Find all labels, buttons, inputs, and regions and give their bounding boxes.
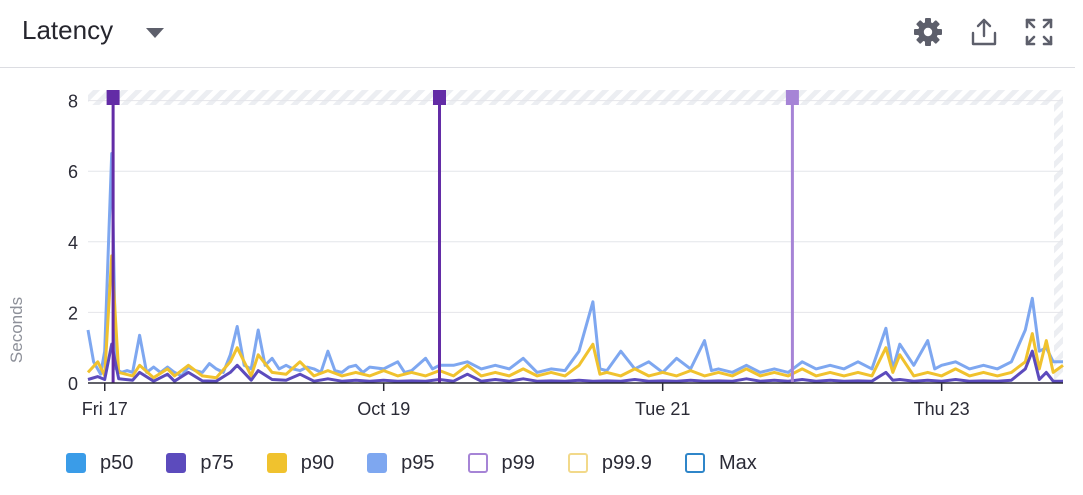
y-tick-label: 8 (68, 92, 78, 112)
legend-swatch (367, 453, 388, 473)
gear-icon[interactable] (912, 16, 944, 48)
legend-item-p50[interactable]: p50 (66, 452, 133, 475)
x-tick-label: Oct 19 (357, 399, 410, 419)
fullscreen-icon[interactable] (1023, 16, 1055, 48)
x-tick-label: Tue 21 (635, 399, 690, 419)
incomplete-data-band (1054, 105, 1063, 383)
legend-label: p50 (100, 451, 134, 474)
legend-item-p90[interactable]: p90 (266, 451, 335, 475)
share-icon[interactable] (968, 16, 1000, 48)
legend-swatch (467, 453, 488, 473)
legend-item-p99-9[interactable]: p99.9 (567, 451, 652, 475)
legend-label: Max (718, 451, 757, 474)
legend-swatch (166, 453, 187, 473)
widget-header: Latency (0, 0, 1075, 68)
event-marker[interactable] (433, 90, 447, 105)
series-line-p95 (86, 152, 1063, 378)
y-tick-label: 0 (68, 374, 78, 394)
legend-item-p75[interactable]: p75 (166, 451, 234, 475)
legend-item-p95[interactable]: p95 (367, 451, 435, 475)
x-tick-label: Fri 17 (82, 399, 128, 419)
legend-label: p95 (401, 451, 435, 474)
legend-swatch (66, 453, 86, 473)
legend-label: p90 (300, 451, 335, 474)
legend-label: p75 (200, 451, 234, 474)
x-tick-label: Thu 23 (914, 399, 970, 419)
event-band (88, 90, 1063, 105)
y-axis-label: Seconds (7, 297, 26, 363)
chart-legend: p50 p75 p90 p95 p99 p99.9 Max (66, 450, 790, 476)
widget-title[interactable]: Latency (22, 15, 114, 45)
legend-swatch (266, 453, 287, 473)
title-dropdown-icon[interactable] (146, 28, 164, 38)
legend-swatch (567, 453, 588, 473)
y-tick-label: 6 (68, 162, 78, 182)
legend-label: p99 (501, 451, 535, 474)
series-line-p90 (86, 254, 1064, 380)
legend-label: p99.9 (601, 451, 652, 474)
legend-item-p99[interactable]: p99 (467, 451, 535, 475)
y-tick-label: 2 (68, 303, 78, 323)
series-line-p75 (87, 342, 1063, 383)
event-marker[interactable] (785, 90, 799, 105)
latency-chart: 0 2 4 6 8 Fri 17 Oct 19 Tue 21 Thu 23 Seconds (7, 90, 1064, 419)
legend-item-Max[interactable]: Max (684, 451, 757, 475)
y-tick-label: 4 (68, 233, 78, 253)
event-marker[interactable] (106, 90, 120, 105)
legend-swatch (684, 453, 705, 473)
